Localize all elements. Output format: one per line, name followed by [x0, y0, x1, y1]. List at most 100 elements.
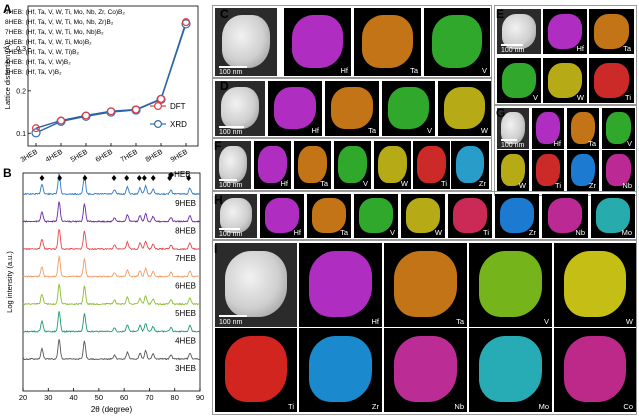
particle-shape [500, 112, 526, 145]
scale-bar [219, 66, 247, 68]
x-tick-label: 6HEB [95, 149, 115, 164]
eds-map-v: V [497, 58, 541, 103]
legend-heb-label: ◆HEB [168, 170, 191, 179]
element-label: V [626, 139, 632, 148]
x-tick-label: 60 [120, 393, 128, 402]
element-distribution [292, 14, 343, 68]
eds-map-ti: Ti [589, 58, 634, 103]
y-tick-label: 0.3 [16, 46, 26, 53]
scale-bar [219, 315, 247, 317]
element-distribution [502, 62, 536, 98]
panel-frame-c [212, 5, 492, 78]
eds-map-hf: Hf [260, 194, 304, 238]
element-distribution [378, 145, 407, 184]
eds-map-ti: Ti [413, 141, 450, 189]
curve-label: 6HEB [175, 282, 196, 291]
panel-frame-h [212, 191, 637, 240]
panel-letter-g: G [496, 106, 506, 120]
scale-bar-label: 100 nm [501, 142, 525, 149]
eds-map-ta: Ta [294, 141, 331, 189]
element-label: Ti [441, 179, 447, 188]
eds-map-v: V [469, 243, 552, 327]
element-distribution [431, 14, 483, 68]
element-label: Hf [371, 317, 380, 326]
panel-frame-e [494, 5, 637, 105]
element-label: Ta [623, 44, 631, 53]
particle-shape [502, 13, 536, 49]
x-tick-label: 70 [145, 393, 153, 402]
curve-label: 7HEB [175, 254, 196, 263]
element-label: Ta [320, 179, 328, 188]
element-label: Ta [588, 139, 596, 148]
xrd-curve-6heb [22, 254, 201, 278]
eds-map-zr: Zr [299, 328, 382, 412]
element-distribution [547, 198, 583, 233]
element-label: V [543, 317, 549, 326]
element-label: V [426, 126, 432, 135]
element-distribution [548, 13, 582, 49]
panel-letter-e: E [496, 7, 505, 21]
eds-map-nb: Nb [384, 328, 467, 412]
element-distribution [453, 198, 487, 233]
element-distribution [500, 154, 526, 187]
element-distribution [478, 336, 543, 402]
element-distribution [570, 154, 596, 187]
eds-map-zr: Zr [451, 141, 489, 189]
eds-map-w: W [438, 81, 491, 136]
element-label: W [625, 317, 633, 326]
element-label: V [389, 228, 395, 237]
x-tick-label: 8HEB [145, 149, 165, 164]
eds-map-ta: Ta [567, 108, 599, 149]
xrd-pattern-chart: 20 30 40 50 60 70 80 90 2θ (degree) Log intensity… [5, 170, 204, 414]
element-label: Mo [538, 402, 549, 411]
lattice-distortion-chart: 0.1 0.2 0.3 3HEB 4HEB 5HEB 6HEB 7HEB 8HEB 9HEB Lat… [3, 5, 199, 164]
element-distribution [417, 145, 446, 184]
dft-point [182, 18, 191, 27]
element-distribution [298, 145, 327, 184]
plot-frame [22, 172, 201, 392]
heb-peak-marker [141, 175, 147, 181]
element-label: Hf [311, 126, 320, 135]
element-label: Ta [368, 126, 376, 135]
panel-letter-h: H [214, 193, 223, 207]
xrd-curve-9heb [22, 173, 201, 196]
scale-bar [219, 228, 240, 230]
element-label: Co [623, 402, 633, 411]
eds-map-ti: Ti [532, 150, 564, 191]
dft-point [157, 94, 166, 103]
x-tick-label: 5HEB [70, 149, 90, 164]
eds-map-w: W [543, 58, 587, 103]
particle-shape [222, 14, 270, 68]
curve-label: 8HEB [175, 227, 196, 236]
panel-frame-d [212, 78, 492, 138]
xrd-curve-8heb [22, 201, 201, 223]
element-distribution [444, 86, 485, 130]
element-distribution [362, 14, 413, 68]
haadf-image-tile: 100 nm [215, 141, 251, 189]
element-distribution [274, 86, 316, 130]
x-tick-label: 30 [44, 393, 52, 402]
scale-bar [219, 126, 244, 128]
eds-map-w: W [374, 141, 411, 189]
eds-map-zr: Zr [495, 194, 539, 238]
eds-map-mo: Mo [469, 328, 552, 412]
element-label: Hf [553, 139, 562, 148]
haadf-image-tile: 100 nm [497, 9, 541, 54]
heb-peak-marker [111, 175, 117, 181]
panel-letter-i: I [214, 242, 218, 256]
legend-xrd-label: XRD [170, 120, 187, 129]
scale-bar-label: 100 nm [219, 129, 243, 136]
scale-bar-label: 100 nm [219, 319, 243, 326]
x-tick-label: 4HEB [45, 149, 65, 164]
xrd-curve-5heb [22, 283, 201, 306]
element-distribution [258, 145, 287, 184]
xrd-curve-4heb [22, 311, 201, 333]
eds-map-ta: Ta [384, 243, 467, 327]
haadf-image-tile: 100 nm [215, 81, 265, 136]
composition-label: 3HEB: (Hf, Ta, V)B₂ [5, 69, 62, 76]
x-tick-label: 80 [171, 393, 179, 402]
element-label: Ti [288, 402, 294, 411]
element-label: Ta [340, 228, 348, 237]
eds-map-w: W [401, 194, 445, 238]
element-label: V [481, 66, 487, 75]
